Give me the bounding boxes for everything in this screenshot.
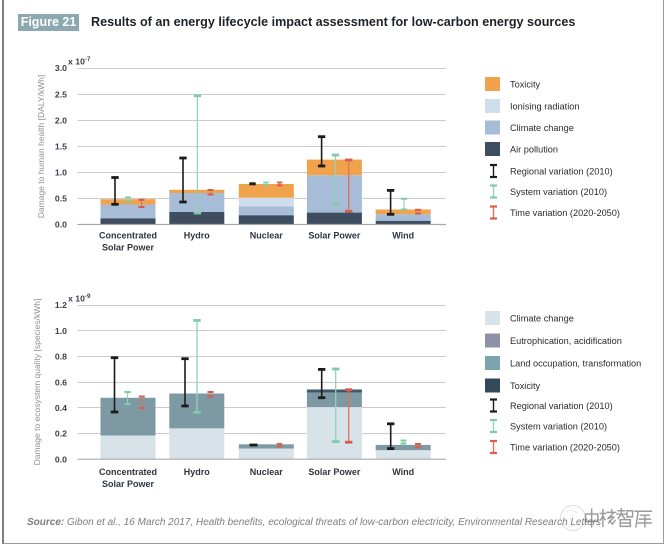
svg-text:Solar Power: Solar Power — [102, 479, 155, 489]
svg-text:0.8: 0.8 — [55, 352, 67, 362]
svg-text:Ionising radiation: Ionising radiation — [510, 101, 579, 111]
svg-text:x 10-7: x 10-7 — [68, 56, 91, 67]
svg-text:Solar Power: Solar Power — [102, 243, 155, 253]
svg-text:0.0: 0.0 — [55, 220, 67, 230]
svg-text:Damage to human health [DALY/k: Damage to human health [DALY/kWh] — [36, 75, 46, 218]
svg-text:0.6: 0.6 — [55, 377, 67, 387]
svg-text:Hydro: Hydro — [184, 467, 211, 477]
svg-text:1.5: 1.5 — [55, 142, 67, 152]
svg-text:Climate change: Climate change — [510, 313, 574, 323]
svg-text:Solar Power: Solar Power — [308, 231, 361, 241]
svg-text:Concentrated: Concentrated — [99, 231, 157, 241]
svg-text:1.0: 1.0 — [55, 326, 67, 336]
svg-text:3.0: 3.0 — [55, 63, 67, 73]
svg-text:System variation (2010): System variation (2010) — [510, 187, 607, 197]
svg-text:Nuclear: Nuclear — [250, 467, 284, 477]
svg-text:0.5: 0.5 — [55, 194, 67, 204]
svg-text:Climate change: Climate change — [510, 123, 574, 133]
svg-text:Wind: Wind — [392, 231, 414, 241]
svg-text:1.2: 1.2 — [55, 300, 67, 310]
svg-text:Eutrophication, acidification: Eutrophication, acidification — [510, 336, 622, 346]
svg-text:Regional variation (2010): Regional variation (2010) — [510, 166, 613, 176]
svg-text:Regional variation (2010): Regional variation (2010) — [510, 401, 613, 411]
svg-text:Wind: Wind — [392, 467, 414, 477]
svg-text:Hydro: Hydro — [184, 231, 211, 241]
svg-text:Toxicity: Toxicity — [510, 79, 541, 89]
svg-text:Land occupation, transformatio: Land occupation, transformation — [510, 358, 641, 368]
svg-text:1.0: 1.0 — [55, 168, 67, 178]
svg-text:0.4: 0.4 — [55, 403, 67, 413]
svg-text:0.0: 0.0 — [55, 454, 67, 464]
svg-text:Solar Power: Solar Power — [308, 467, 361, 477]
svg-text:2.5: 2.5 — [55, 89, 67, 99]
svg-text:0.2: 0.2 — [55, 429, 67, 439]
svg-text:Time variation (2020-2050): Time variation (2020-2050) — [510, 208, 620, 218]
svg-text:System variation (2010): System variation (2010) — [510, 421, 607, 431]
svg-text:2.0: 2.0 — [55, 115, 67, 125]
svg-text:Toxicity: Toxicity — [510, 381, 541, 391]
svg-text:x 10-9: x 10-9 — [68, 293, 91, 304]
svg-text:Concentrated: Concentrated — [99, 467, 157, 477]
svg-text:Damage to ecosystem quality [s: Damage to ecosystem quality [species/kWh… — [32, 299, 42, 466]
svg-text:Air pollution: Air pollution — [510, 144, 558, 154]
svg-text:Nuclear: Nuclear — [250, 231, 284, 241]
svg-text:Time variation (2020-2050): Time variation (2020-2050) — [510, 442, 620, 452]
